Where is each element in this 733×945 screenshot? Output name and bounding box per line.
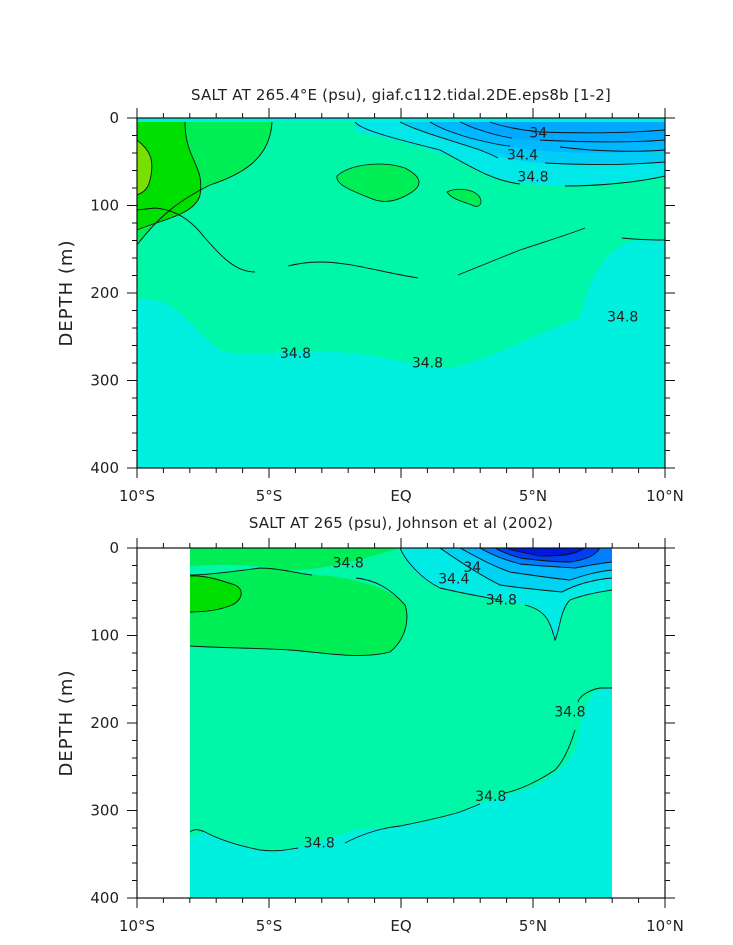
fill-mid-blob [336, 163, 420, 202]
y-tick-label: 200 [90, 714, 119, 732]
x-tick-label: 10°N [646, 917, 684, 935]
contour-label: 34.8 [475, 789, 506, 805]
contour-label: 34.8 [517, 169, 548, 185]
x-tick-label: 5°S [256, 917, 283, 935]
x-tick-label: 5°N [519, 917, 547, 935]
y-tick-label: 100 [90, 197, 119, 215]
y-tick-label: 100 [90, 627, 119, 645]
chart-title: SALT AT 265 (psu), Johnson et al (2002) [249, 514, 553, 532]
x-tick-label: 5°N [519, 487, 547, 505]
y-tick-label: 300 [90, 372, 119, 390]
x-tick-label: 5°S [256, 487, 283, 505]
x-tick-label: EQ [390, 487, 411, 505]
x-tick-label: 10°S [119, 917, 155, 935]
contour-label: 34.8 [486, 592, 517, 608]
contour-label: 34.8 [333, 556, 364, 572]
x-tick-label: 10°N [646, 487, 684, 505]
fill-green-blob-2 [190, 568, 407, 656]
contour-lines-2 [190, 548, 612, 852]
contour-label: 34 [529, 126, 547, 142]
contour-label: 34.8 [412, 356, 443, 372]
fill-fresh-f [505, 548, 585, 556]
y-tick-label: 400 [90, 889, 119, 907]
fill-yellow-green [137, 140, 152, 195]
contour-label: 34.8 [554, 704, 585, 720]
contour-label: 34.4 [507, 147, 538, 163]
y-tick-label: 300 [90, 802, 119, 820]
panel-model [136, 117, 666, 469]
contour-label: 34.8 [304, 836, 335, 852]
contour-label: 34 [463, 560, 481, 576]
fill-green-core [137, 122, 201, 230]
axes-layer: SALT AT 265.4°E (psu), giaf.c112.tidal.2… [56, 86, 684, 935]
y-tick-label: 0 [109, 109, 119, 127]
x-tick-label: EQ [390, 917, 411, 935]
fill-green-2 [190, 548, 612, 571]
y-tick-label: 0 [109, 539, 119, 557]
fill-small-blob [446, 188, 482, 207]
contour-label: 34.8 [607, 309, 638, 325]
panel-observations [136, 547, 666, 899]
y-axis-label: DEPTH (m) [56, 240, 77, 347]
contour-label: 34.8 [280, 346, 311, 362]
y-tick-label: 200 [90, 284, 119, 302]
contour-lines [137, 121, 665, 279]
y-tick-label: 400 [90, 459, 119, 477]
x-tick-label: 10°S [119, 487, 155, 505]
contour-label: 34.4 [438, 571, 469, 587]
chart-title: SALT AT 265.4°E (psu), giaf.c112.tidal.2… [191, 86, 611, 104]
fill-green-core-2 [190, 575, 242, 612]
y-axis-label: DEPTH (m) [56, 670, 77, 777]
